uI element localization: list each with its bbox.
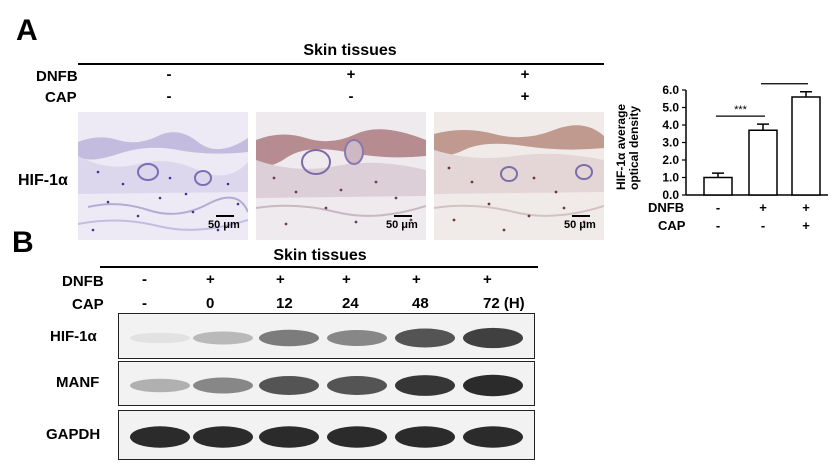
scale-label-1: 50 μm bbox=[208, 219, 240, 231]
blot-label-hif1a: HIF-1α bbox=[50, 328, 97, 345]
panel-b-dnfb-value-3: + bbox=[342, 271, 351, 288]
band-2-2 bbox=[259, 426, 319, 448]
band-2-0 bbox=[130, 426, 190, 448]
panel-b-cap-value-2: 12 bbox=[276, 295, 293, 312]
micrograph-control: 50 μm bbox=[78, 112, 248, 240]
y-tick-label-6: 6.0 bbox=[662, 83, 679, 97]
panel-a-row-label-dnfb: DNFB bbox=[36, 68, 78, 85]
band-0-3 bbox=[327, 330, 387, 346]
significance-label-1: *** bbox=[778, 80, 792, 84]
panel-a-dnfb-3: + bbox=[520, 66, 530, 83]
blot-label-gapdh: GAPDH bbox=[46, 426, 101, 443]
micrograph-dnfb-cap: 50 μm bbox=[434, 112, 604, 240]
band-1-0 bbox=[130, 378, 190, 393]
panel-b-cap-value-4: 48 bbox=[412, 295, 429, 312]
panel-a-dnfb-1: - bbox=[166, 66, 172, 83]
chart-row-1-value-0: - bbox=[716, 218, 720, 233]
chart-row-label-1: CAP bbox=[658, 218, 686, 233]
chart-row-1-value-2: + bbox=[802, 218, 810, 233]
band-0-0 bbox=[130, 332, 190, 344]
band-2-1 bbox=[193, 426, 253, 448]
band-1-5 bbox=[463, 374, 523, 397]
chart-row-0-value-1: + bbox=[759, 200, 767, 215]
panel-b-dnfb-value-0: - bbox=[142, 271, 147, 288]
y-axis-label-line-2: optical density bbox=[627, 106, 641, 190]
panel-b-row-label-cap: CAP bbox=[72, 296, 104, 313]
panel-b-cap-value-3: 24 bbox=[342, 295, 359, 312]
band-0-5 bbox=[463, 327, 523, 349]
chart-row-label-0: DNFB bbox=[648, 200, 684, 215]
panel-b-dnfb-value-5: + bbox=[483, 271, 492, 288]
panel-a-dnfb-2: + bbox=[346, 66, 356, 83]
y-tick-label-5: 5.0 bbox=[662, 101, 679, 115]
blot-manf bbox=[118, 361, 535, 406]
significance-label-0: *** bbox=[734, 104, 748, 116]
band-0-1 bbox=[193, 331, 253, 345]
micrograph-dnfb: 50 μm bbox=[256, 112, 426, 240]
panel-b-dnfb-value-4: + bbox=[412, 271, 421, 288]
y-tick-label-3: 3.0 bbox=[662, 136, 679, 150]
panel-b-header-line bbox=[100, 266, 538, 268]
panel-a-cap-3: + bbox=[520, 88, 530, 105]
scale-label-3: 50 μm bbox=[564, 219, 596, 231]
y-tick-label-0: 0.0 bbox=[662, 188, 679, 202]
y-tick-label-2: 2.0 bbox=[662, 153, 679, 167]
band-0-4 bbox=[395, 328, 455, 348]
panel-b-cap-value-0: - bbox=[142, 295, 147, 312]
panel-a-cap-2: - bbox=[348, 88, 354, 105]
panel-b-row-label-dnfb: DNFB bbox=[62, 273, 104, 290]
panel-a-row-label-cap: CAP bbox=[45, 89, 77, 106]
bar-2 bbox=[791, 96, 821, 196]
panel-a-header: Skin tissues bbox=[303, 42, 397, 59]
panel-a-letter: A bbox=[16, 14, 38, 47]
bar-0 bbox=[703, 176, 733, 196]
band-1-2 bbox=[259, 376, 319, 395]
band-2-3 bbox=[327, 426, 387, 448]
band-2-5 bbox=[463, 426, 523, 448]
chart-row-1-value-1: - bbox=[761, 218, 765, 233]
blot-label-manf: MANF bbox=[56, 374, 100, 391]
y-tick-label-4: 4.0 bbox=[662, 118, 679, 132]
band-0-2 bbox=[259, 329, 319, 347]
band-1-1 bbox=[193, 377, 253, 394]
chart-row-0-value-2: + bbox=[802, 200, 810, 215]
panel-b-cap-value-1: 0 bbox=[206, 295, 215, 312]
bar-1 bbox=[748, 129, 778, 196]
band-1-4 bbox=[395, 375, 455, 396]
panel-b-dnfb-value-2: + bbox=[276, 271, 285, 288]
panel-b-header: Skin tissues bbox=[273, 247, 367, 264]
chart-row-0-value-0: - bbox=[716, 200, 720, 215]
panel-b-dnfb-value-1: + bbox=[206, 271, 215, 288]
y-axis-label-line-1: HIF-1α average bbox=[614, 104, 628, 190]
y-tick-label-1: 1.0 bbox=[662, 171, 679, 185]
blot-gapdh bbox=[118, 410, 535, 460]
panel-a-cap-1: - bbox=[166, 88, 172, 105]
panel-b-letter: B bbox=[12, 226, 34, 259]
band-1-3 bbox=[327, 376, 387, 395]
panel-b-cap-value-5: 72 (H) bbox=[483, 295, 525, 312]
panel-a-header-line bbox=[78, 63, 604, 65]
band-2-4 bbox=[395, 426, 455, 448]
hif1a-bar-chart: HIF-1α average optical density 0.0 1.0 2.0… bbox=[614, 80, 828, 233]
panel-a-stain-label: HIF-1α bbox=[18, 172, 68, 189]
scale-label-2: 50 μm bbox=[386, 219, 418, 231]
blot-hif1a bbox=[118, 313, 535, 359]
